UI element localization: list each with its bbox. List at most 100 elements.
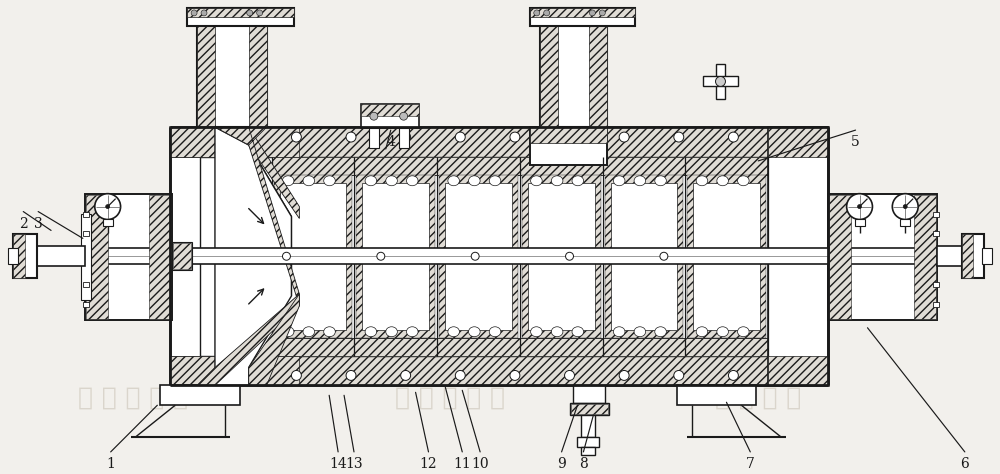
Bar	[571, 404, 608, 414]
Ellipse shape	[696, 327, 708, 337]
Bar	[982, 248, 992, 264]
Bar	[530, 8, 635, 26]
Ellipse shape	[282, 176, 294, 186]
Ellipse shape	[717, 327, 728, 337]
Ellipse shape	[717, 176, 728, 186]
Bar	[361, 104, 419, 116]
Bar	[768, 127, 828, 385]
Bar	[577, 437, 599, 447]
Bar	[522, 175, 601, 337]
Bar	[200, 157, 798, 356]
Bar	[900, 219, 910, 227]
Ellipse shape	[455, 371, 465, 381]
Bar	[933, 282, 939, 287]
Bar	[399, 128, 409, 148]
Bar	[272, 157, 354, 175]
Ellipse shape	[572, 176, 584, 186]
Bar	[8, 248, 18, 264]
Bar	[83, 282, 89, 287]
Bar	[272, 337, 354, 356]
Ellipse shape	[551, 327, 563, 337]
Ellipse shape	[303, 327, 315, 337]
Bar	[540, 8, 558, 127]
Ellipse shape	[406, 176, 418, 186]
Ellipse shape	[346, 371, 356, 381]
Bar	[603, 157, 685, 175]
Ellipse shape	[510, 132, 520, 142]
Text: 11: 11	[453, 457, 471, 471]
Ellipse shape	[589, 10, 595, 16]
Bar	[170, 127, 828, 385]
Bar	[149, 195, 171, 319]
Bar	[605, 175, 683, 337]
Ellipse shape	[191, 10, 197, 16]
Bar	[685, 337, 768, 356]
Bar	[677, 385, 756, 405]
Ellipse shape	[377, 252, 385, 260]
Polygon shape	[215, 127, 291, 296]
Bar	[933, 231, 939, 237]
Ellipse shape	[531, 327, 542, 337]
Bar	[530, 127, 607, 165]
Ellipse shape	[346, 132, 356, 142]
Bar	[187, 8, 294, 17]
Bar	[828, 194, 937, 320]
Bar	[611, 183, 677, 330]
Ellipse shape	[291, 132, 301, 142]
Ellipse shape	[599, 10, 605, 16]
Ellipse shape	[95, 194, 121, 219]
Bar	[160, 385, 240, 405]
Text: 4: 4	[386, 135, 395, 149]
Bar	[693, 183, 760, 330]
Text: 锅 炉 给 水 泵: 锅 炉 给 水 泵	[395, 385, 505, 409]
Bar	[703, 76, 738, 86]
Bar	[85, 194, 172, 320]
Ellipse shape	[401, 371, 411, 381]
Bar	[937, 246, 967, 266]
Bar	[354, 157, 437, 175]
Ellipse shape	[892, 194, 918, 219]
Ellipse shape	[534, 10, 540, 16]
Bar	[530, 127, 607, 143]
Bar	[528, 183, 595, 330]
Bar	[170, 356, 299, 385]
Text: 2: 2	[19, 217, 28, 230]
Bar	[685, 175, 768, 337]
Ellipse shape	[738, 327, 749, 337]
Ellipse shape	[858, 205, 862, 209]
Bar	[86, 195, 108, 319]
Bar	[933, 302, 939, 307]
Ellipse shape	[201, 10, 207, 16]
Ellipse shape	[469, 327, 480, 337]
Ellipse shape	[324, 176, 335, 186]
Bar	[362, 183, 429, 330]
Bar	[768, 127, 828, 157]
Bar	[933, 211, 939, 217]
Bar	[520, 337, 603, 356]
Ellipse shape	[291, 371, 301, 381]
Ellipse shape	[572, 327, 584, 337]
Bar	[687, 175, 766, 337]
Bar	[530, 8, 635, 17]
Polygon shape	[249, 127, 299, 306]
Ellipse shape	[365, 327, 377, 337]
Ellipse shape	[282, 327, 294, 337]
Ellipse shape	[365, 176, 377, 186]
Text: 8: 8	[579, 457, 588, 471]
Bar	[581, 447, 595, 455]
Ellipse shape	[237, 132, 247, 142]
Bar	[31, 246, 85, 266]
Text: 12: 12	[420, 457, 437, 471]
Bar	[173, 243, 191, 269]
Ellipse shape	[566, 252, 573, 260]
Ellipse shape	[489, 176, 501, 186]
Ellipse shape	[728, 132, 738, 142]
Bar	[172, 242, 192, 270]
Text: 10: 10	[471, 457, 489, 471]
Ellipse shape	[674, 371, 684, 381]
Bar	[570, 403, 609, 415]
Ellipse shape	[551, 176, 563, 186]
Bar	[187, 8, 294, 26]
Ellipse shape	[510, 371, 520, 381]
Ellipse shape	[106, 205, 110, 209]
